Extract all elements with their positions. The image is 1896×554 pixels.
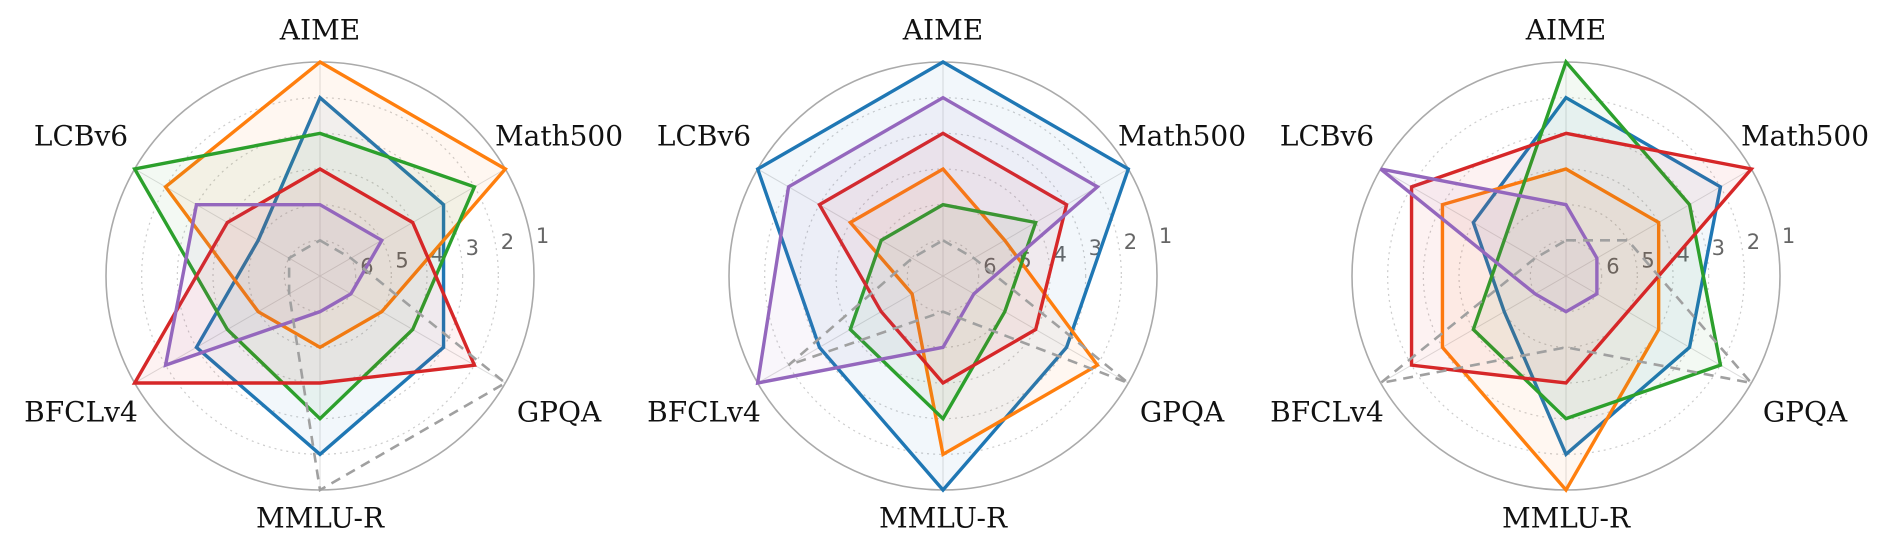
series-area bbox=[1440, 167, 1661, 493]
grid-ring bbox=[212, 168, 428, 384]
r-tick-label: 1 bbox=[1782, 224, 1795, 248]
category-label: LCBv6 bbox=[657, 120, 751, 153]
category-label: LCBv6 bbox=[34, 120, 128, 153]
r-tick-label: 6 bbox=[1606, 255, 1619, 279]
category-label: Math500 bbox=[495, 120, 623, 153]
r-tick-label: 5 bbox=[1641, 249, 1654, 273]
series-area bbox=[131, 167, 477, 385]
r-tick-label: 1 bbox=[536, 224, 549, 248]
series-area bbox=[787, 238, 1130, 385]
category-label: GPQA bbox=[1763, 396, 1848, 429]
category-label: AIME bbox=[902, 14, 983, 47]
r-tick-label: 2 bbox=[1747, 230, 1760, 254]
series-area bbox=[817, 131, 1069, 386]
r-tick-label: 2 bbox=[501, 230, 514, 254]
series-area bbox=[1471, 58, 1723, 421]
r-tick-label: 3 bbox=[1712, 236, 1725, 260]
category-label: LCBv6 bbox=[1280, 120, 1374, 153]
r-tick-label: 4 bbox=[1677, 242, 1690, 266]
category-label: MMLU-R bbox=[879, 502, 1008, 535]
r-tick-label: 4 bbox=[431, 242, 444, 266]
r-tick-label: 1 bbox=[1159, 224, 1172, 248]
grid-ring bbox=[871, 204, 1015, 348]
category-label: BFCLv4 bbox=[1270, 396, 1384, 429]
category-label: GPQA bbox=[517, 396, 602, 429]
grid-ring bbox=[1458, 168, 1674, 384]
category-label: AIME bbox=[1525, 14, 1606, 47]
series-area bbox=[1409, 131, 1755, 385]
category-label: Math500 bbox=[1118, 120, 1246, 153]
category-label: GPQA bbox=[1140, 396, 1225, 429]
category-label: BFCLv4 bbox=[647, 396, 761, 429]
grid-ring bbox=[1494, 204, 1638, 348]
grid-ring bbox=[248, 204, 392, 348]
series-area bbox=[755, 95, 1101, 386]
series-area bbox=[847, 166, 1100, 457]
category-label: MMLU-R bbox=[1502, 502, 1631, 535]
category-label: BFCLv4 bbox=[24, 396, 138, 429]
series-area bbox=[194, 94, 446, 457]
r-tick-label: 3 bbox=[466, 236, 479, 260]
series-area bbox=[163, 59, 508, 350]
r-tick-label: 5 bbox=[395, 249, 408, 273]
category-label: MMLU-R bbox=[256, 502, 385, 535]
series-area bbox=[1379, 167, 1599, 314]
series-area bbox=[287, 238, 508, 493]
category-label: AIME bbox=[279, 14, 360, 47]
series-area bbox=[755, 60, 1131, 493]
category-label: Math500 bbox=[1741, 120, 1869, 153]
r-tick-label: 2 bbox=[1124, 230, 1137, 254]
